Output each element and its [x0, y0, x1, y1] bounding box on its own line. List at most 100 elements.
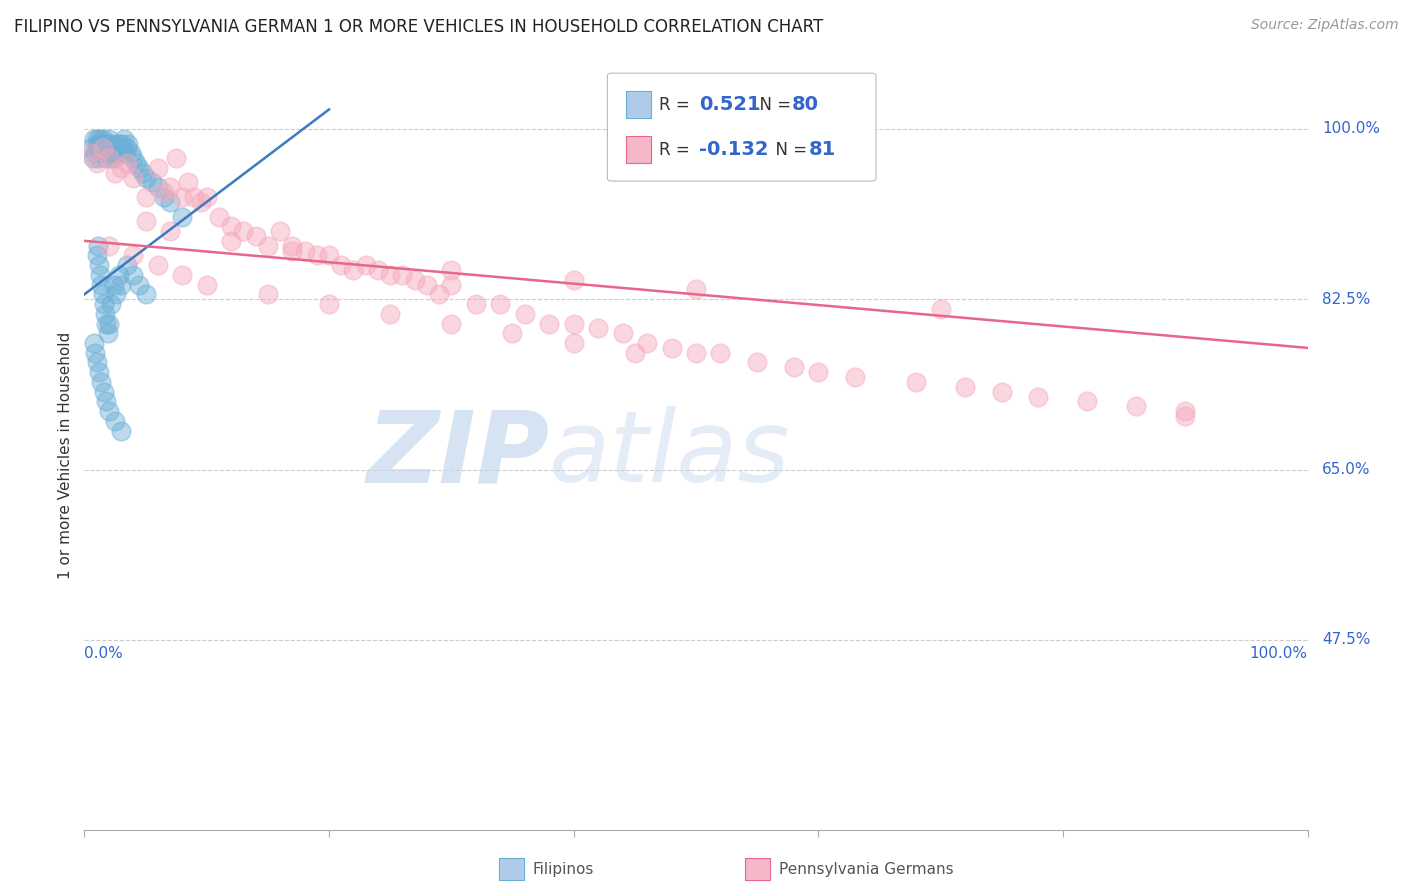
Point — [91, 141, 114, 155]
Point — [87, 141, 110, 155]
Point — [83, 131, 105, 145]
Point — [245, 229, 267, 244]
Point — [96, 146, 118, 161]
Text: N =: N = — [749, 95, 797, 113]
Point — [90, 277, 112, 292]
Text: ZIP: ZIP — [366, 407, 550, 503]
Point — [97, 141, 120, 155]
Point — [172, 190, 194, 204]
Point — [110, 161, 132, 175]
Point — [93, 146, 115, 161]
Point — [105, 287, 128, 301]
Point — [159, 224, 181, 238]
Point — [141, 176, 163, 190]
Point — [844, 370, 866, 384]
Point — [110, 424, 132, 438]
Point — [89, 131, 111, 145]
Point — [93, 384, 115, 399]
Point — [112, 131, 135, 145]
Point — [146, 161, 169, 175]
Point — [115, 258, 138, 272]
Text: 82.5%: 82.5% — [1322, 292, 1371, 307]
Point — [195, 190, 218, 204]
Point — [93, 297, 115, 311]
Point — [97, 404, 120, 418]
Point — [91, 131, 114, 145]
Point — [294, 244, 316, 258]
Point — [183, 190, 205, 204]
Point — [440, 277, 463, 292]
Point — [101, 141, 124, 155]
Point — [105, 146, 128, 161]
Text: Pennsylvania Germans: Pennsylvania Germans — [779, 863, 953, 877]
Point — [115, 141, 138, 155]
Point — [87, 258, 110, 272]
Point — [636, 336, 658, 351]
Point — [905, 375, 928, 389]
Point — [107, 136, 129, 151]
Point — [195, 277, 218, 292]
Point — [122, 248, 145, 262]
Point — [120, 146, 142, 161]
Text: Source: ZipAtlas.com: Source: ZipAtlas.com — [1251, 18, 1399, 32]
Text: 80: 80 — [792, 95, 818, 114]
Point — [94, 136, 117, 151]
Point — [586, 321, 609, 335]
Point — [153, 190, 176, 204]
Point — [97, 326, 120, 341]
Point — [747, 355, 769, 369]
Point — [159, 194, 181, 209]
Point — [281, 238, 304, 252]
Point — [96, 394, 118, 409]
Point — [90, 136, 112, 151]
Point — [367, 263, 389, 277]
Point — [114, 146, 136, 161]
Point — [82, 151, 104, 165]
Point — [391, 268, 413, 282]
Point — [464, 297, 486, 311]
Point — [257, 287, 280, 301]
Point — [165, 151, 187, 165]
Point — [281, 244, 304, 258]
Text: 81: 81 — [808, 140, 835, 159]
Point — [117, 136, 139, 151]
Y-axis label: 1 or more Vehicles in Household: 1 or more Vehicles in Household — [58, 331, 73, 579]
Point — [87, 365, 110, 379]
Point — [96, 317, 118, 331]
Point — [103, 136, 125, 151]
Point — [709, 345, 731, 359]
Point — [97, 146, 120, 161]
Point — [90, 375, 112, 389]
Point — [122, 170, 145, 185]
Point — [100, 146, 122, 161]
Point — [513, 307, 536, 321]
Point — [83, 336, 105, 351]
Point — [94, 307, 117, 321]
Point — [135, 287, 157, 301]
Point — [125, 156, 148, 170]
Point — [89, 268, 111, 282]
Point — [86, 355, 108, 369]
Point — [100, 151, 122, 165]
Point — [132, 166, 155, 180]
Point — [104, 414, 127, 428]
Point — [108, 146, 131, 161]
Point — [135, 170, 157, 185]
Point — [1125, 399, 1147, 413]
Point — [110, 141, 132, 155]
Point — [172, 268, 194, 282]
Point — [105, 141, 128, 155]
Point — [146, 258, 169, 272]
Point — [404, 273, 426, 287]
Point — [146, 180, 169, 194]
Point — [79, 146, 101, 161]
Point — [1076, 394, 1098, 409]
Point — [110, 277, 132, 292]
Text: 100.0%: 100.0% — [1322, 121, 1381, 136]
Text: 0.521: 0.521 — [699, 95, 761, 114]
Point — [103, 277, 125, 292]
Point — [330, 258, 353, 272]
Point — [257, 238, 280, 252]
Point — [783, 360, 806, 375]
Point — [115, 156, 138, 170]
